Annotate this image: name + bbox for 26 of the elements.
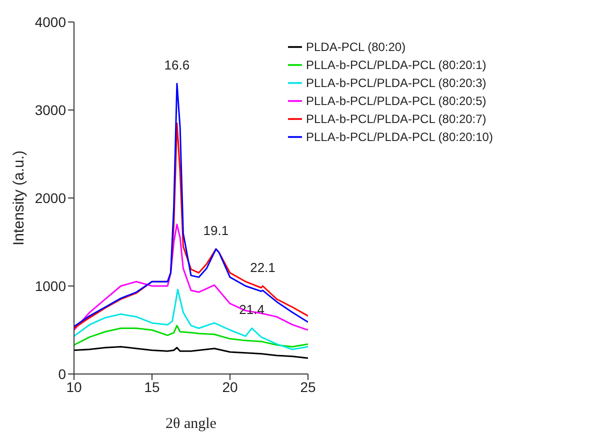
x-tick-label: 20 [222, 378, 238, 395]
annotation: 16.6 [164, 58, 190, 73]
y-tick-label: 3000 [34, 102, 66, 118]
line-series [74, 122, 308, 329]
x-axis-title: 2θ angle [166, 416, 217, 432]
x-tick-label: 10 [66, 378, 82, 395]
legend-label: PLLA-b-PCL/PLDA-PCL (80:20:7) [306, 112, 486, 126]
line-series [74, 82, 308, 328]
x-tick-label: 15 [144, 378, 160, 395]
legend-label: PLLA-b-PCL/PLDA-PCL (80:20:3) [306, 76, 486, 90]
legend-label: PLLA-b-PCL/PLDA-PCL (80:20:1) [306, 58, 486, 72]
legend-label: PLLA-b-PCL/PLDA-PCL (80:20:10) [306, 130, 493, 144]
line-series [74, 346, 308, 359]
x-tick-label: 25 [300, 378, 316, 395]
line-series [74, 224, 308, 331]
annotation: 22.1 [250, 260, 276, 275]
y-tick-label: 2000 [34, 190, 66, 206]
line-series [74, 288, 308, 350]
y-tick-label: 0 [58, 366, 66, 382]
y-axis-title: Intensity (a.u.) [10, 150, 28, 246]
legend-label: PLLA-b-PCL/PLDA-PCL (80:20:5) [306, 94, 486, 108]
y-tick-label: 1000 [34, 278, 66, 294]
annotation: 19.1 [203, 223, 229, 238]
line-series [74, 324, 308, 348]
legend-label: PLDA-PCL (80:20) [306, 40, 406, 54]
y-tick-label: 4000 [34, 14, 66, 30]
